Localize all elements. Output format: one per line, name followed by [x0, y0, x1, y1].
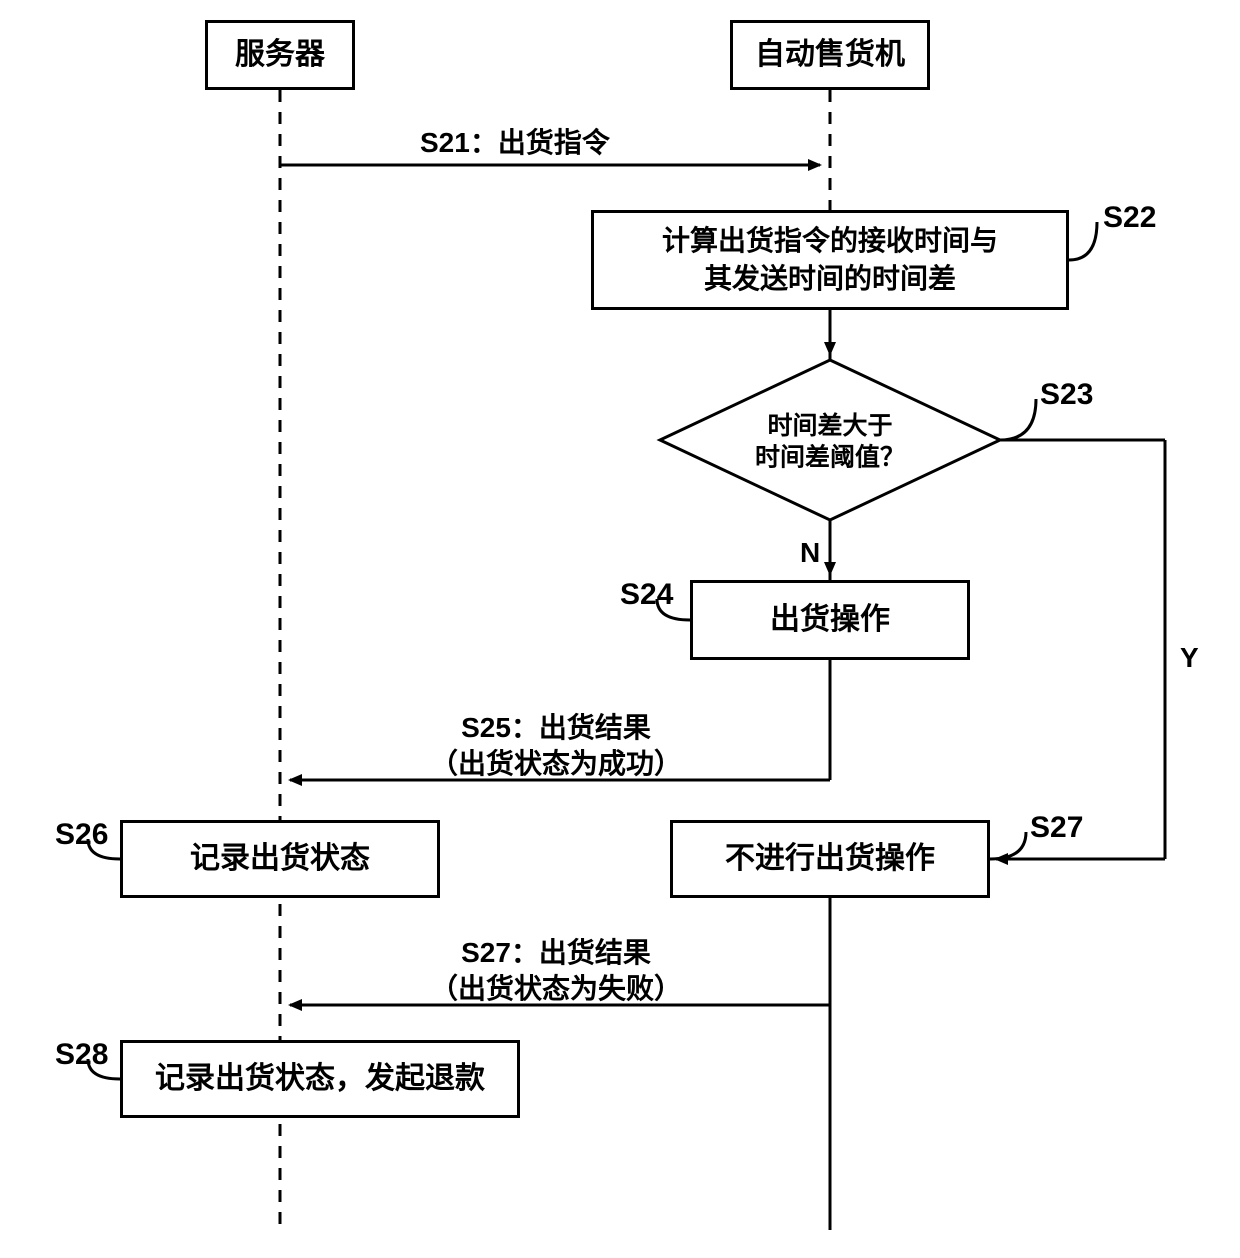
- step-s28-text: 记录出货状态，发起退款: [155, 1059, 485, 1100]
- msg-s21-text: S21：出货指令: [420, 127, 610, 158]
- actor-server: 服务器: [205, 20, 355, 90]
- tag-s28-text: S28: [55, 1038, 108, 1071]
- tag-s22-text: S22: [1103, 201, 1156, 234]
- msg-s27-text: S27：出货结果: [461, 937, 651, 968]
- svg-text:时间差大于时间差阈值？: 时间差大于时间差阈值？: [755, 411, 905, 471]
- step-s26-text: 记录出货状态: [190, 839, 370, 880]
- step-s24-text: 出货操作: [770, 600, 890, 641]
- msg-s25-label: S25：出货结果 （出货状态为成功）: [430, 710, 682, 783]
- msg-s27-label: S27：出货结果 （出货状态为失败）: [430, 935, 682, 1008]
- step-s26-box: 记录出货状态: [120, 820, 440, 898]
- decision-s23-diamond: [660, 360, 1000, 520]
- msg-s27-sub: （出货状态为失败）: [430, 971, 682, 1007]
- msg-s25-text: S25：出货结果: [461, 712, 651, 743]
- branch-Y-text: Y: [1180, 642, 1199, 673]
- step-s28-box: 记录出货状态，发起退款: [120, 1040, 520, 1118]
- branch-N-text: N: [800, 537, 820, 568]
- step-s27-box: 不进行出货操作: [670, 820, 990, 898]
- step-s22-box: 计算出货指令的接收时间与其发送时间的时间差: [591, 210, 1069, 310]
- actor-vending-label: 自动售货机: [755, 35, 905, 76]
- step-s24-box: 出货操作: [690, 580, 970, 660]
- tag-s24: S24: [620, 575, 673, 614]
- tag-s23-text: S23: [1040, 378, 1093, 411]
- msg-s21-label: S21：出货指令: [420, 125, 610, 161]
- tag-s27-text: S27: [1030, 811, 1083, 844]
- tag-s28: S28: [55, 1035, 108, 1074]
- branch-N: N: [800, 535, 820, 571]
- branch-Y: Y: [1180, 640, 1199, 676]
- tag-s23: S23: [1040, 375, 1093, 414]
- step-s22-text: 计算出货指令的接收时间与其发送时间的时间差: [662, 222, 998, 298]
- actor-server-label: 服务器: [235, 35, 325, 76]
- tag-s26-text: S26: [55, 818, 108, 851]
- tag-s26: S26: [55, 815, 108, 854]
- diagram-canvas: 时间差大于时间差阈值？ 服务器 自动售货机 计算出货指令的接收时间与其发送时间的…: [0, 0, 1240, 1258]
- actor-vending: 自动售货机: [730, 20, 930, 90]
- step-s27-text: 不进行出货操作: [725, 839, 935, 880]
- tag-s27: S27: [1030, 808, 1083, 847]
- tag-s22: S22: [1103, 198, 1156, 237]
- tag-s24-text: S24: [620, 578, 673, 611]
- msg-s25-sub: （出货状态为成功）: [430, 746, 682, 782]
